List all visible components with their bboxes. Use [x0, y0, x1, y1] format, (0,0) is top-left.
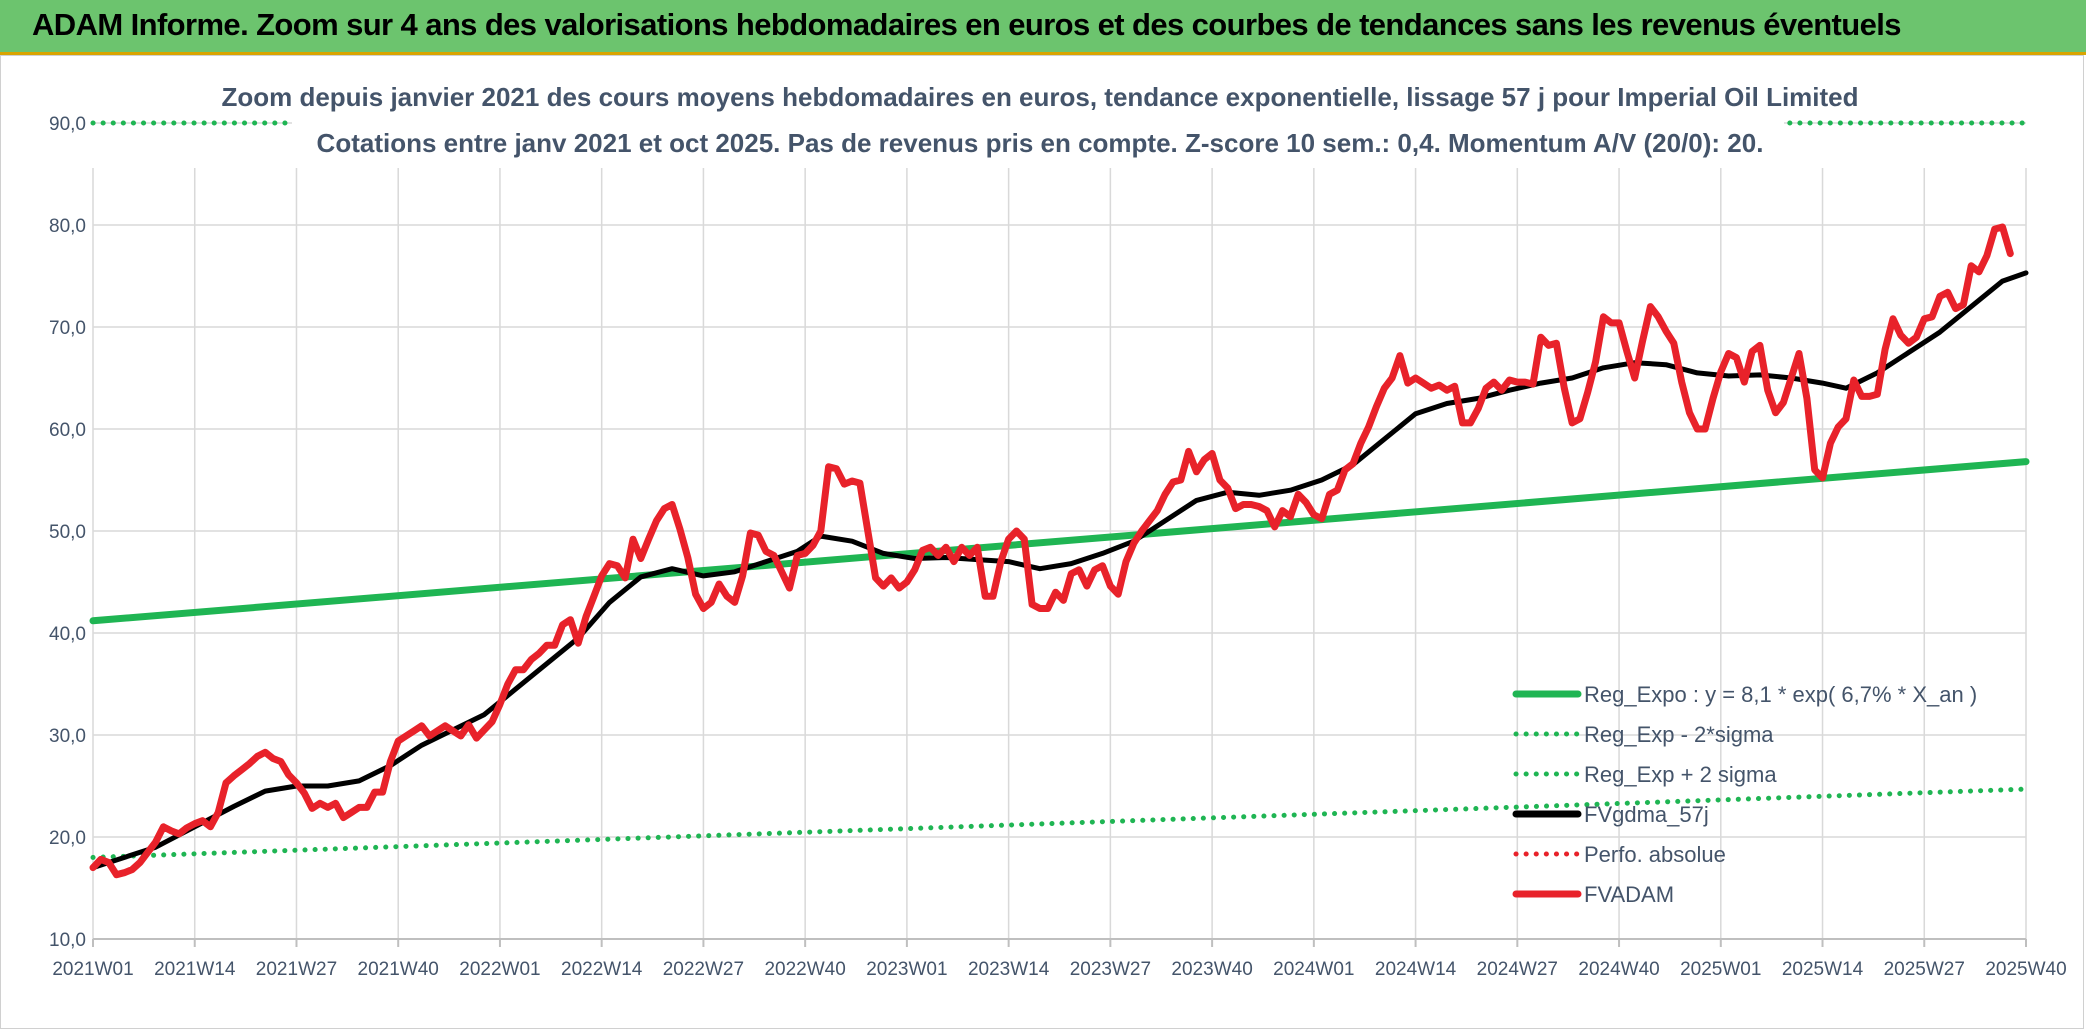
x-tick-label: 2024W27	[1477, 959, 1558, 980]
y-tick-label: 20,0	[49, 828, 86, 849]
legend-label-5: FVADAM	[1584, 882, 1674, 907]
report-title: ADAM Informe. Zoom sur 4 ans des valoris…	[32, 7, 1902, 42]
x-tick-label: 2021W40	[358, 959, 439, 980]
chart-title-line1: Zoom depuis janvier 2021 des cours moyen…	[221, 82, 1858, 112]
x-tick-label: 2022W40	[764, 959, 845, 980]
legend-label-3: FVgdma_57j	[1584, 802, 1709, 827]
gridlines	[92, 122, 2027, 939]
x-tick-label: 2023W01	[866, 959, 947, 980]
legend-label-1: Reg_Exp - 2*sigma	[1584, 722, 1774, 747]
y-tick-label: 90,0	[49, 114, 86, 135]
legend-label-0: Reg_Expo : y = 8,1 * exp( 6,7% * X_an )	[1584, 682, 1977, 707]
y-tick-label: 40,0	[49, 624, 86, 645]
series-line-5	[89, 223, 2014, 879]
header-banner: ADAM Informe. Zoom sur 4 ans des valoris…	[0, 0, 2086, 55]
x-tick-label: 2024W01	[1273, 959, 1354, 980]
y-tick-label: 50,0	[49, 522, 86, 543]
x-tick-label: 2025W40	[1985, 959, 2066, 980]
y-tick-label: 30,0	[49, 726, 86, 747]
y-tick-label: 10,0	[49, 930, 86, 951]
chart-frame	[0, 55, 2084, 1029]
x-tick-label: 2022W27	[663, 959, 744, 980]
x-tick-label: 2024W14	[1375, 959, 1457, 980]
series-line-0	[89, 458, 2030, 625]
x-tick-label: 2022W14	[561, 959, 643, 980]
x-tick-label: 2022W01	[459, 959, 540, 980]
axes: 10,0 20,0 30,0 40,0 50,0 60,0 70,0 80,0 90,0 2021…	[49, 114, 2067, 980]
x-tick-label: 2024W40	[1578, 959, 1659, 980]
series-line-1	[90, 786, 2029, 860]
legend-label-4: Perfo. absolue	[1584, 842, 1726, 867]
x-tick-label: 2023W14	[968, 959, 1050, 980]
title-background	[292, 76, 1784, 168]
x-tick-label: 2021W01	[52, 959, 133, 980]
chart-title-line2: Cotations entre janv 2021 et oct 2025. P…	[317, 128, 1764, 158]
legend-label-2: Reg_Exp + 2 sigma	[1584, 762, 1777, 787]
x-tick-label: 2025W01	[1680, 959, 1761, 980]
x-tick-label: 2025W27	[1884, 959, 1965, 980]
x-tick-label: 2021W27	[256, 959, 337, 980]
x-tick-label: 2021W14	[154, 959, 236, 980]
y-tick-label: 80,0	[49, 216, 86, 237]
y-tick-label: 60,0	[49, 420, 86, 441]
x-tick-label: 2023W40	[1171, 959, 1252, 980]
x-tick-label: 2025W14	[1782, 959, 1864, 980]
y-tick-label: 70,0	[49, 318, 86, 339]
x-tick-label: 2023W27	[1070, 959, 1151, 980]
legend: Reg_Expo : y = 8,1 * exp( 6,7% * X_an ) R…	[1512, 682, 1977, 907]
